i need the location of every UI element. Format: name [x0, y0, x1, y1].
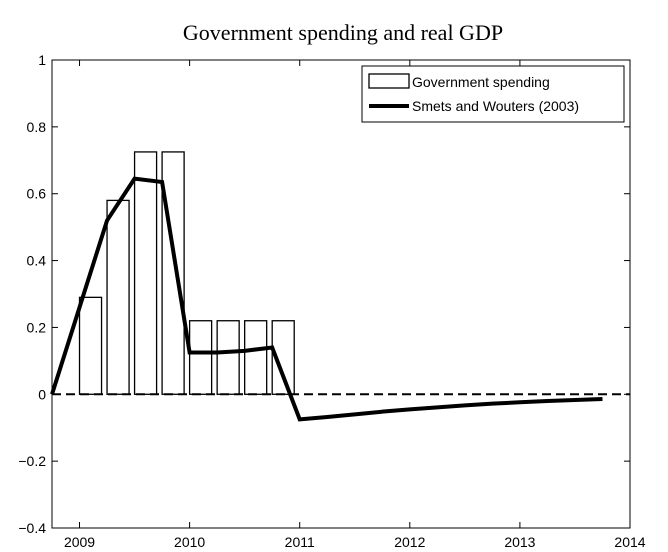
x-tick-label: 2011: [285, 534, 315, 550]
y-tick-label: −0.2: [18, 453, 46, 469]
chart-title: Government spending and real GDP: [183, 20, 503, 45]
legend-label-bar: Government spending: [412, 74, 550, 90]
y-tick-label: 1: [38, 52, 46, 68]
x-tick-label: 2013: [504, 534, 535, 550]
bar: [216, 320, 240, 395]
x-tick-label: 2010: [174, 534, 205, 550]
y-tick-label: −0.4: [18, 520, 46, 536]
x-tick-label: 2009: [64, 534, 95, 550]
x-tick-label: 2014: [614, 534, 645, 550]
bar: [244, 320, 268, 395]
x-tick-label: 2012: [394, 534, 425, 550]
bar: [188, 320, 213, 395]
plot-area: 2009 2010 2011 2012 2013 2014 −0.4 −0.2 0 0.2 0.4 0…: [18, 52, 645, 550]
bar: [106, 199, 130, 395]
legend-swatch-bar: [368, 73, 410, 89]
y-tick-label: 0.6: [27, 186, 47, 202]
legend: Government spending Smets and Wouters (20…: [361, 65, 625, 123]
y-tick-label: 0.4: [27, 253, 47, 269]
series-line: [50, 176, 603, 422]
y-tick-label: 0: [38, 386, 46, 402]
y-tick-label: 0.8: [27, 119, 47, 135]
bar: [161, 151, 185, 395]
legend-label-line: Smets and Wouters (2003): [412, 98, 579, 114]
bar: [133, 151, 158, 395]
bar: [78, 296, 103, 395]
y-tick-label: 0.2: [27, 319, 47, 335]
